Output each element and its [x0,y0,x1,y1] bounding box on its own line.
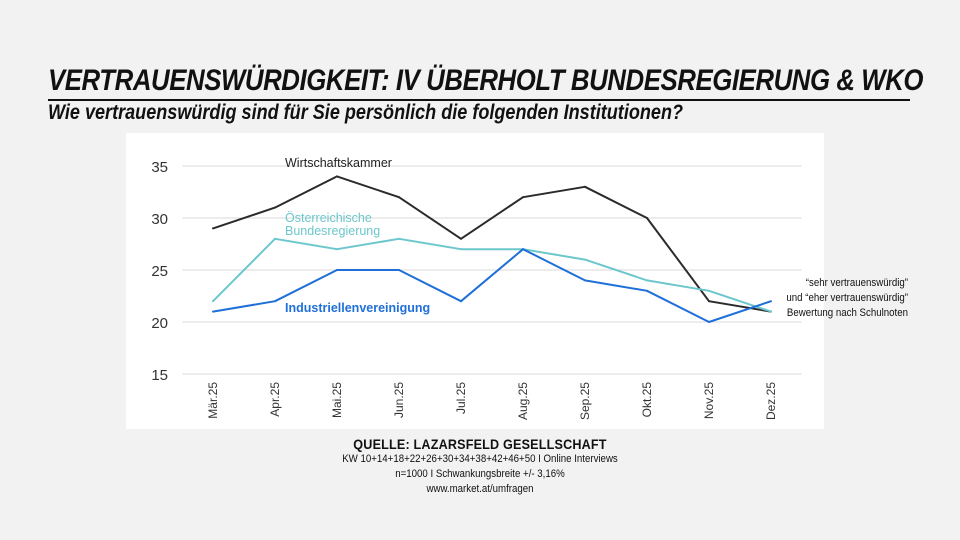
series-line-1 [212,175,772,313]
data-point [708,289,710,292]
data-point [522,196,524,199]
source-sample-size: n=1000 I Schwankungsbreite +/- 3,16% [395,468,565,480]
data-point [398,237,400,240]
rating-note-line-2: und “eher vertrauenswürdig” [786,292,908,304]
series-line-2 [212,237,772,313]
x-tick-label: Mai.25 [330,382,344,418]
rating-note: “sehr vertrauenswürdig” und “eher vertra… [774,276,908,321]
x-axis-ticks: Mär.25 Apr.25 Mai.25 Jun.25 Jul.25 Aug.25 Sep.… [206,382,778,420]
y-tick-label: 35 [151,159,168,176]
data-point [708,321,710,323]
source-survey-weeks: KW 10+14+18+22+26+30+34+38+42+46+50 I On… [342,453,618,465]
chart-panel [126,133,824,429]
data-point [460,237,462,240]
data-point [522,248,524,251]
source-title: QUELLE: LAZARSFELD GESELLSCHAFT [353,436,607,452]
data-point [460,248,462,251]
data-point [770,310,772,313]
x-tick-label: Apr.25 [268,382,282,417]
data-point [274,300,276,303]
data-point [460,300,462,303]
rating-note-line-1: “sehr vertrauenswürdig” [805,277,908,289]
data-point [584,185,586,188]
data-point [584,279,586,282]
series-label: Industriellenvereinigung [285,301,430,315]
data-point [274,237,276,240]
series-label: Österreichische [285,211,372,225]
source-url: www.market.at/umfragen [426,483,534,495]
series-line-3 [212,248,772,323]
data-point [770,300,772,303]
series-labels: Wirtschaftskammer ÖsterreichischeBundesre… [285,156,430,315]
y-tick-label: 30 [151,211,168,228]
x-tick-label: Mär.25 [206,382,220,419]
x-tick-label: Okt.25 [640,382,654,418]
source-block: QUELLE: LAZARSFELD GESELLSCHAFT KW 10+14… [280,436,680,497]
page-subtitle: Wie vertrauenswürdig sind für Sie persön… [48,101,684,124]
data-point [336,175,338,178]
y-tick-label: 20 [151,315,168,332]
rating-note-line-3: Bewertung nach Schulnoten [786,307,908,319]
y-tick-label: 25 [151,263,168,280]
data-point [212,227,214,230]
series-label: Bundesregierung [285,224,380,238]
x-tick-label: Jun.25 [392,382,406,418]
series-label: Wirtschaftskammer [285,156,392,170]
data-point [646,289,648,292]
data-point [212,300,214,303]
data-point [398,196,400,199]
data-point [212,310,214,313]
grid-lines [182,165,802,375]
page-title: VERTRAUENSWÜRDIGKEIT: IV ÜBERHOLT BUNDES… [48,64,924,97]
y-axis-ticks: 15 20 25 30 35 [151,159,168,384]
data-point [336,248,338,251]
data-point [336,269,338,271]
data-point [274,206,276,209]
y-tick-label: 15 [151,367,168,384]
data-point [646,279,648,282]
data-point [646,217,648,219]
data-point [708,300,710,303]
x-tick-label: Sep.25 [578,382,592,420]
title-divider [48,99,910,101]
x-tick-label: Jul.25 [454,382,468,414]
data-point [398,269,400,271]
x-tick-label: Nov.25 [702,382,716,419]
data-point [584,258,586,261]
series-lines [212,175,772,323]
x-tick-label: Aug.25 [516,382,530,420]
x-tick-label: Dez.25 [764,382,778,420]
